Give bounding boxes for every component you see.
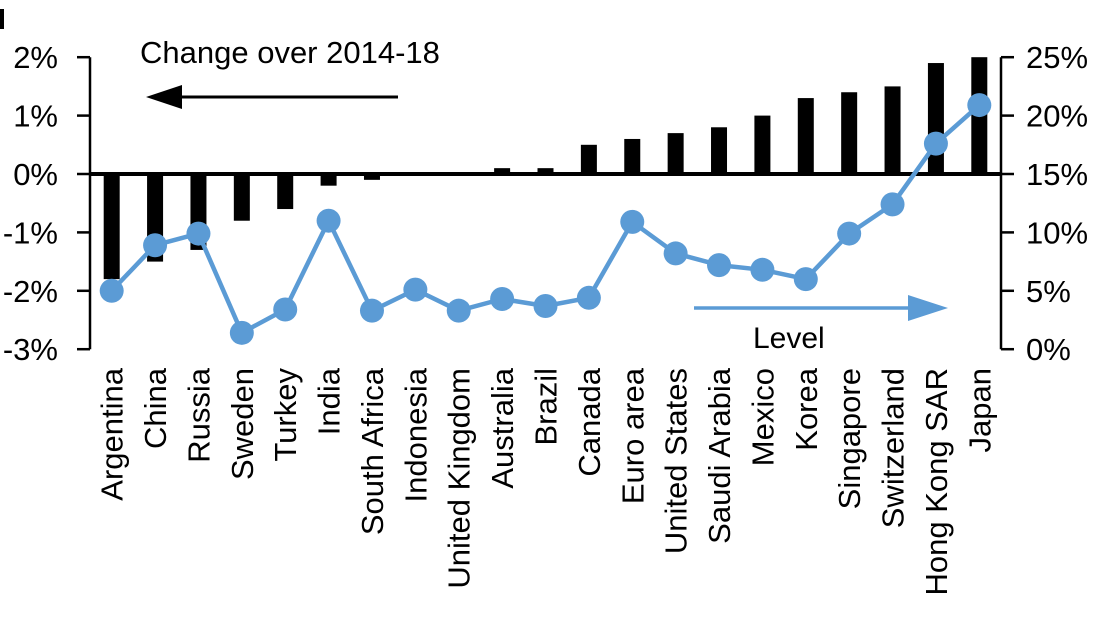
level-point-china [143,233,168,258]
category-label-canada: Canada [572,367,607,476]
category-label-saudi-arabia: Saudi Arabia [702,367,737,544]
left-axis-tick-label: -1% [3,215,58,250]
category-label-argentina: Argentina [95,367,130,500]
edge-artifact [0,9,4,29]
right-axis-tick-label: 25% [1026,40,1088,75]
bar-saudi-arabia [711,127,728,174]
bar-united-states [667,133,684,174]
category-label-australia: Australia [485,367,520,488]
category-label-singapore: Singapore [832,368,867,509]
left-axis-tick-label: -3% [3,332,58,367]
bar-singapore [841,92,858,174]
right-series-arrow-head [908,295,948,321]
category-label-indonesia: Indonesia [398,367,433,502]
bar-korea [797,98,814,174]
right-axis-series-label: Level [753,322,825,355]
category-label-south-africa: South Africa [355,367,390,535]
level-point-switzerland [880,192,905,217]
bar-hong-kong-sar [927,63,944,174]
level-point-brazil [533,293,558,318]
category-label-sweden: Sweden [225,368,260,480]
category-label-india: India [312,367,347,435]
level-point-korea [793,267,818,292]
level-point-canada [576,285,601,310]
level-point-saudi-arabia [707,253,732,278]
category-label-united-kingdom: United Kingdom [442,368,477,589]
category-label-turkey: Turkey [268,368,303,462]
level-point-russia [186,221,211,246]
category-label-russia: Russia [181,367,216,463]
bar-argentina [103,174,120,280]
level-point-united-states [663,241,688,266]
right-axis-tick-label: 20% [1026,99,1088,134]
right-axis-tick-label: 15% [1026,157,1088,192]
left-series-arrow-head [146,85,182,109]
category-label-euro-area: Euro area [615,367,650,504]
category-label-switzerland: Switzerland [876,368,911,528]
left-axis-tick-label: 1% [13,99,58,134]
bar-canada [580,144,597,174]
level-point-euro-area [620,209,645,234]
bar-brazil [537,168,554,174]
level-point-turkey [273,297,298,322]
category-label-hong-kong-sar: Hong Kong SAR [919,368,954,595]
category-label-japan: Japan [962,368,997,452]
right-axis-tick-label: 0% [1026,332,1071,367]
level-point-india [316,208,341,233]
category-label-mexico: Mexico [745,368,780,466]
level-point-south-africa [359,298,384,323]
bar-sweden [233,174,250,221]
category-label-brazil: Brazil [529,368,564,446]
left-axis-tick-label: 2% [13,40,58,75]
category-label-united-states: United States [659,368,694,554]
level-point-singapore [837,221,862,246]
left-axis-tick-label: -2% [3,274,58,309]
bar-south-africa [363,174,380,180]
level-point-united-kingdom [446,298,471,323]
level-point-hong-kong-sar [923,131,948,156]
bar-switzerland [884,86,901,174]
level-point-mexico [750,257,775,282]
right-axis-tick-label: 10% [1026,215,1088,250]
left-axis-tick-label: 0% [13,157,58,192]
level-point-argentina [99,278,124,303]
level-point-australia [490,286,515,311]
category-label-china: China [138,367,173,449]
level-point-japan [967,93,992,118]
bar-mexico [754,115,771,174]
level-point-indonesia [403,277,428,302]
right-axis-tick-label: 5% [1026,274,1071,309]
left-axis-series-label: Change over 2014-18 [140,35,440,70]
category-label-korea: Korea [789,367,824,450]
bar-india [320,174,337,186]
level-point-sweden [229,320,254,345]
bar-euro-area [624,138,641,174]
bar-australia [494,168,511,174]
bar-turkey [277,174,294,210]
